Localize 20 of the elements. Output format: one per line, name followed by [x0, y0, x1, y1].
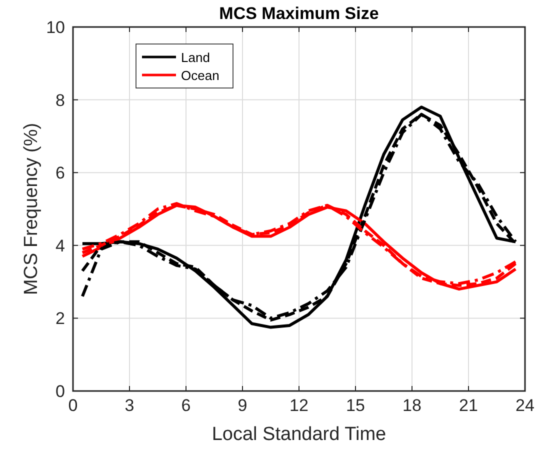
chart-title: MCS Maximum Size	[219, 4, 379, 23]
x-tick-label: 15	[346, 396, 365, 415]
x-tick-label: 9	[238, 396, 248, 415]
x-tick-label: 12	[290, 396, 308, 415]
x-tick-label: 21	[459, 396, 478, 415]
y-tick-label: 6	[56, 164, 65, 183]
x-axis-title: Local Standard Time	[212, 424, 386, 445]
y-tick-label: 10	[46, 18, 65, 37]
x-tick-label: 18	[402, 396, 422, 415]
x-tick-label: 6	[181, 396, 191, 415]
legend-label: Land	[181, 50, 210, 65]
y-tick-label: 0	[56, 382, 65, 401]
y-tick-label: 2	[56, 309, 65, 328]
x-tick-label: 0	[68, 396, 78, 415]
y-tick-label: 4	[56, 236, 65, 256]
y-tick-label: 8	[56, 90, 65, 110]
y-axis-title: MCS Frequency (%)	[21, 122, 42, 296]
x-tick-label: 24	[516, 396, 534, 415]
legend-label: Ocean	[181, 68, 220, 83]
x-tick-label: 3	[124, 396, 134, 415]
